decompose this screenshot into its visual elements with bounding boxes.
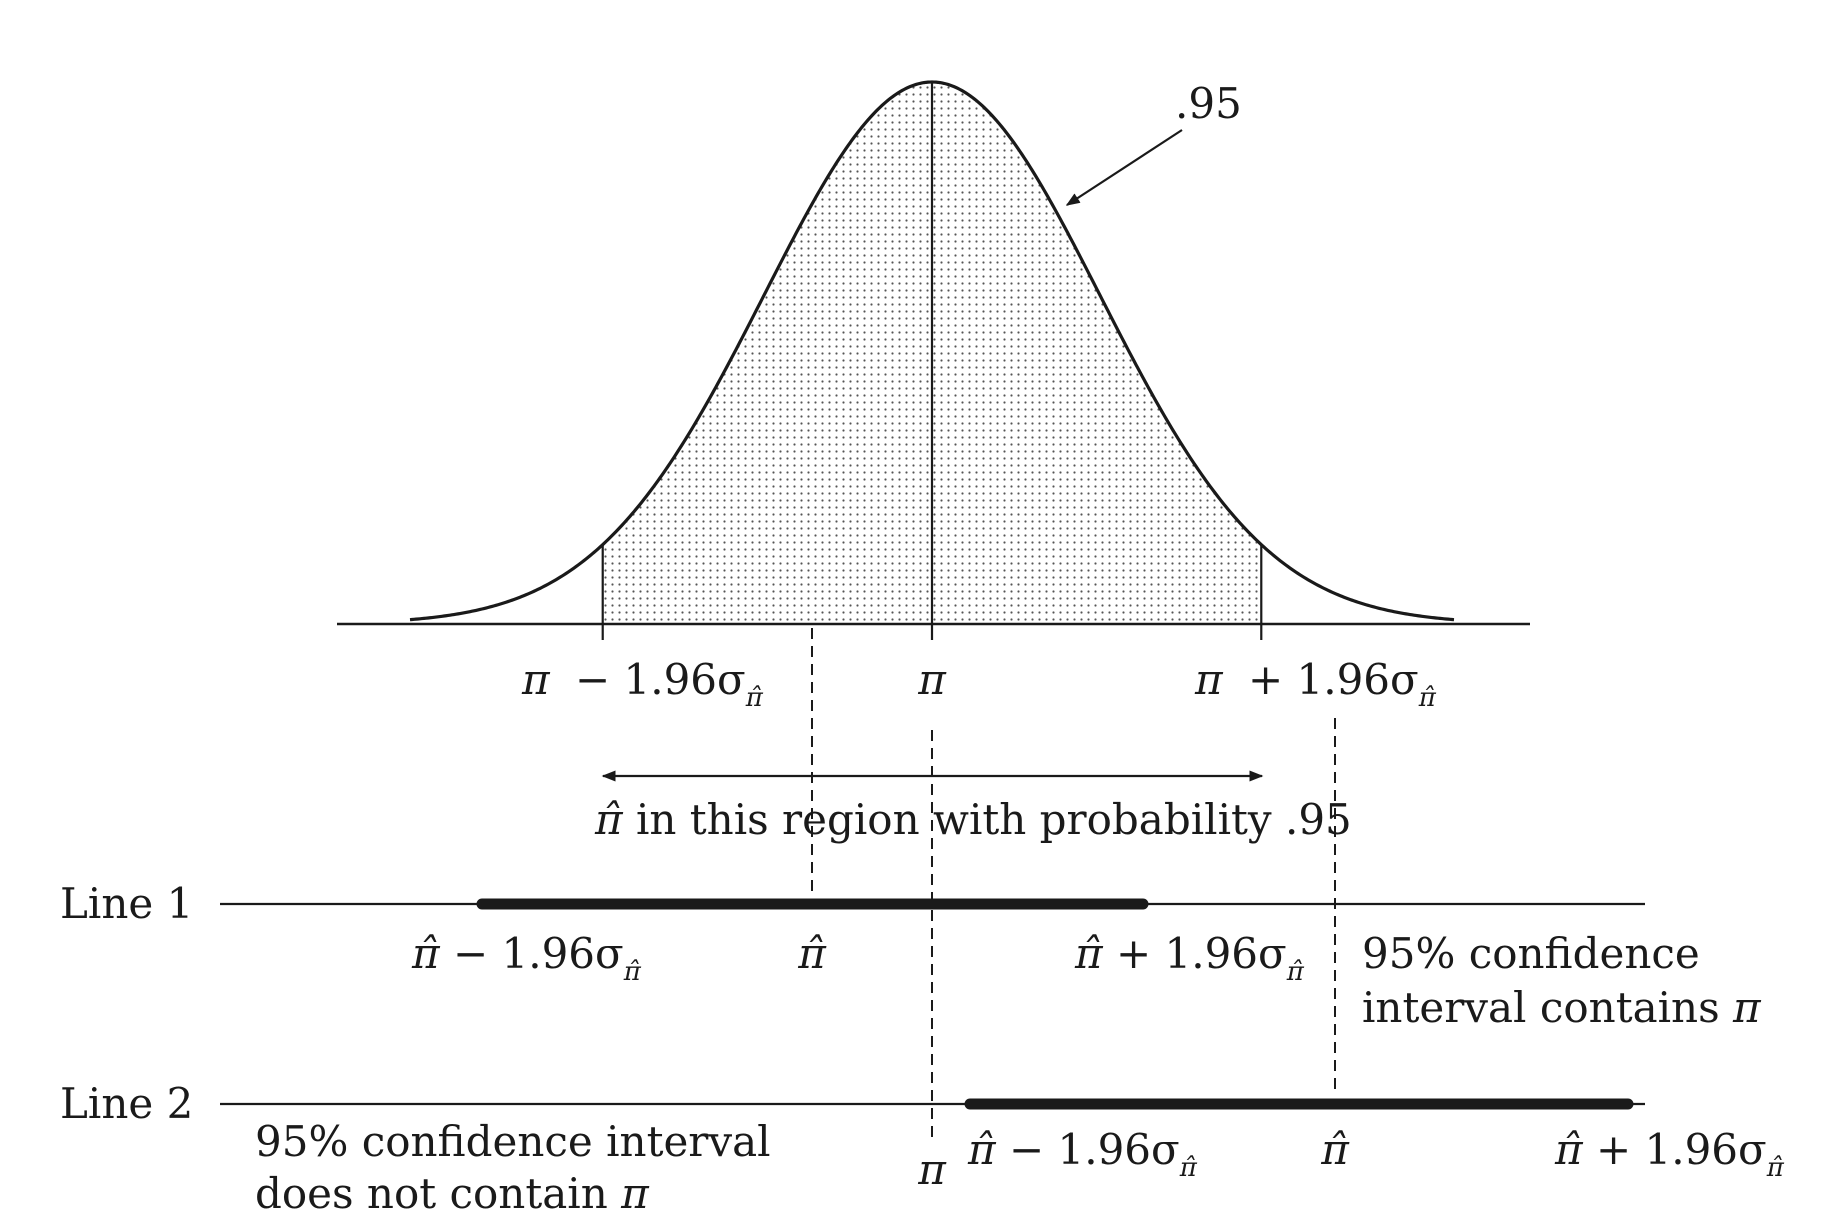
area-arrow bbox=[1065, 129, 1183, 206]
center-label: π bbox=[917, 655, 947, 704]
line2-note-1: 95% confidence interval bbox=[255, 1117, 771, 1166]
line1-name: Line 1 bbox=[60, 879, 193, 928]
line1-note-2: interval contains π bbox=[1362, 983, 1762, 1032]
area-label: .95 bbox=[1175, 79, 1242, 128]
lower-bound-label: π − 1.96σπ̂ bbox=[521, 655, 764, 713]
line2-point-label: π̂ bbox=[1320, 1125, 1350, 1174]
line1-note-1: 95% confidence bbox=[1362, 929, 1700, 978]
line2-pi-label: π bbox=[917, 1145, 947, 1194]
line2-name: Line 2 bbox=[60, 1079, 193, 1128]
upper-bound-label: π + 1.96σπ̂ bbox=[1194, 655, 1437, 713]
line2-upper-label: π̂ + 1.96σπ̂ bbox=[1554, 1125, 1785, 1183]
line1-lower-label: π̂ − 1.96σπ̂ bbox=[411, 929, 642, 987]
line2-note-2: does not contain π bbox=[255, 1169, 650, 1218]
line2-lower-label: π̂ − 1.96σπ̂ bbox=[967, 1125, 1198, 1183]
line1-upper-label: π̂ + 1.96σπ̂ bbox=[1074, 929, 1305, 987]
region-label: π̂ in this region with probability .95 bbox=[594, 795, 1352, 844]
line1-point-label: π̂ bbox=[797, 929, 827, 978]
